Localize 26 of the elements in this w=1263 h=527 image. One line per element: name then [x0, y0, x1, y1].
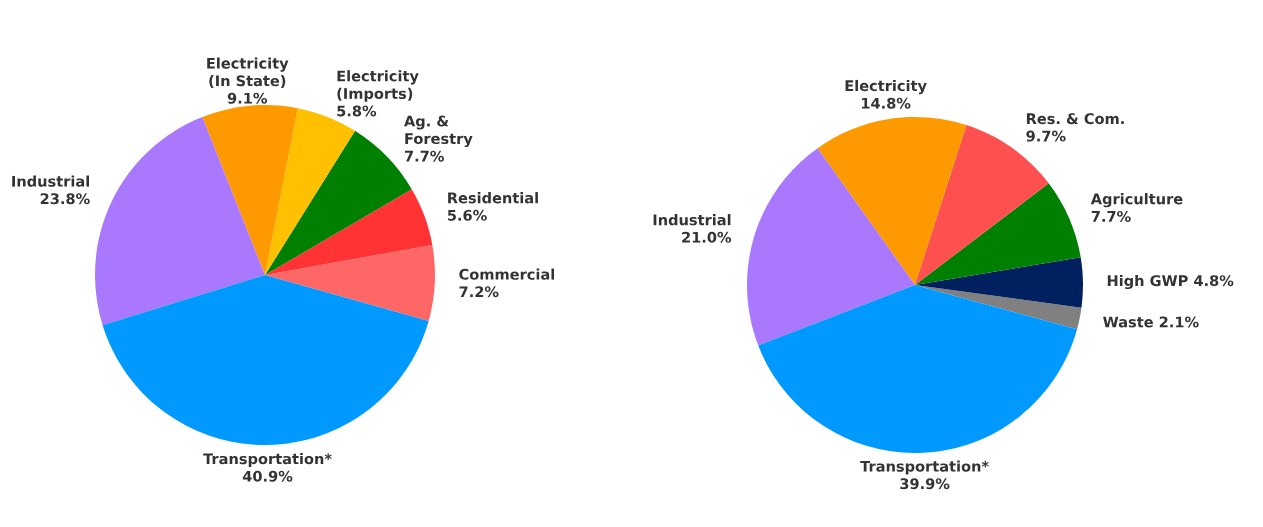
- data-label: 39.9%: [900, 478, 950, 490]
- data-label: 7.7%: [404, 150, 444, 162]
- slice-label: Transportation*: [860, 460, 989, 475]
- data-label: 9.1%: [227, 92, 268, 104]
- slice-label: Electricity (Imports): [337, 70, 419, 102]
- slice-label: Agriculture: [1090, 193, 1183, 208]
- data-label: 7.2%: [459, 286, 499, 298]
- slice-label: High GWP 4.8%: [1107, 274, 1234, 290]
- data-label: 5.8%: [337, 105, 377, 117]
- data-label: 7.7%: [1091, 210, 1131, 222]
- slice-label: Commercial: [459, 268, 555, 280]
- slice-label: Electricity: [845, 79, 927, 95]
- slice-label: Residential: [448, 192, 538, 204]
- slice-label: Res. & Com.: [1026, 113, 1124, 125]
- slice-label: Electricity (In State): [207, 57, 289, 89]
- data-label: 9.7%: [1026, 130, 1066, 142]
- slice-label: Ag. & Forestry: [404, 115, 473, 148]
- slice-label: Industrial: [653, 214, 731, 226]
- slice-label: Transportation*: [203, 453, 332, 468]
- data-label: 40.9%: [242, 470, 293, 482]
- slice-label: Waste 2.1%: [1103, 316, 1199, 328]
- data-label: 23.8%: [40, 193, 90, 205]
- data-label: 21.0%: [682, 231, 732, 243]
- data-label: 14.8%: [861, 97, 911, 109]
- slice-label: Industrial: [12, 175, 89, 187]
- data-label: 5.6%: [447, 209, 487, 221]
